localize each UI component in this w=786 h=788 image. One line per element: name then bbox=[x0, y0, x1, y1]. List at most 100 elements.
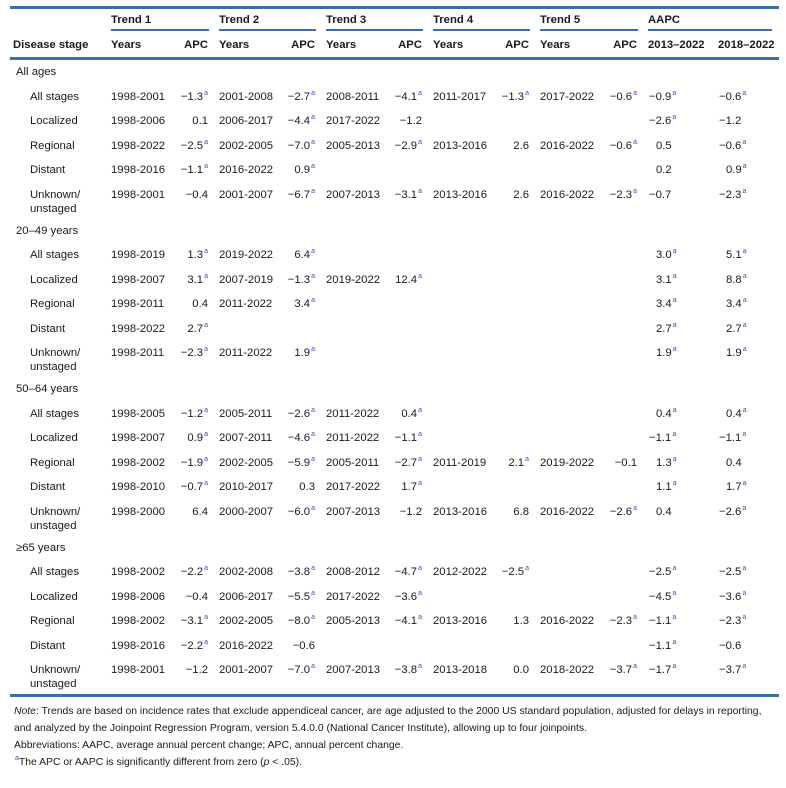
cell-value: 1.7a bbox=[401, 480, 422, 493]
apc-cell: 3.4a bbox=[283, 292, 323, 317]
table-row: Unknown/ unstaged 1998-2000 6.4 2000-2007 −6… bbox=[10, 500, 779, 536]
significance-marker: a bbox=[742, 589, 747, 597]
cell-value: 3.0a bbox=[656, 248, 677, 261]
cell-value: −3.6a bbox=[719, 589, 747, 603]
table-container: Trend 1 Trend 2 Trend 3 Trend 4 Trend 5 … bbox=[10, 6, 780, 771]
age-group-label: 50–64 years bbox=[16, 383, 79, 395]
apc-cell bbox=[497, 634, 537, 659]
cell-value: 2017-2022 bbox=[326, 590, 381, 603]
significance-marker: a bbox=[204, 321, 208, 329]
years-cell: 2007-2019 bbox=[216, 268, 283, 293]
apc-cell: 0.9a bbox=[176, 426, 216, 451]
cell-value: −2.2a bbox=[180, 638, 208, 652]
years-cell bbox=[537, 585, 604, 610]
significance-marker: a bbox=[311, 89, 315, 97]
apc-cell: −1.1a bbox=[390, 426, 430, 451]
apc-cell: −1.2 bbox=[390, 500, 430, 536]
apc-cell bbox=[604, 317, 645, 342]
disease-stage-cell: Distant bbox=[30, 639, 66, 652]
cell-value: −4.5a bbox=[649, 589, 677, 603]
years-cell: 2016-2022 bbox=[216, 634, 283, 659]
apc-cell: −2.5a bbox=[497, 560, 537, 585]
years-cell: 2017-2022 bbox=[323, 109, 390, 134]
cell-value: −1.1a bbox=[394, 431, 422, 444]
disease-stage-cell: Unknown/ unstaged bbox=[30, 505, 81, 532]
apc-cell: −6.7a bbox=[283, 183, 323, 219]
header-trend-3-years: Years bbox=[323, 33, 390, 60]
header-trend-3: Trend 3 bbox=[323, 8, 430, 34]
cell-value: 1.9a bbox=[656, 346, 677, 359]
aapc-cell: 0.4a bbox=[645, 402, 715, 427]
significance-marker: a bbox=[742, 248, 747, 255]
header-trend-1-years: Years bbox=[108, 33, 176, 60]
years-cell bbox=[537, 109, 604, 134]
years-cell bbox=[430, 292, 497, 317]
apc-cell: 6.4a bbox=[283, 243, 323, 268]
significance-marker: a bbox=[204, 272, 208, 280]
apc-cell: −0.6a bbox=[604, 85, 645, 110]
cell-value: −2.6a bbox=[719, 504, 747, 518]
significance-marker: a bbox=[311, 346, 315, 353]
years-cell: 2016-2022 bbox=[537, 609, 604, 634]
cell-value: 0.4 bbox=[726, 456, 742, 469]
cell-value: 2016-2022 bbox=[540, 139, 595, 152]
header-aapc-2013-2022: 2013–2022 bbox=[645, 33, 715, 60]
cell-value: −2.2a bbox=[180, 565, 208, 578]
apc-trends-table: Trend 1 Trend 2 Trend 3 Trend 4 Trend 5 … bbox=[10, 6, 780, 697]
years-cell: 1998-2011 bbox=[108, 341, 176, 377]
significance-marker: a bbox=[672, 480, 677, 487]
significance-marker: a bbox=[742, 346, 747, 353]
cell-value: −1.1a bbox=[649, 431, 677, 444]
apc-cell bbox=[604, 634, 645, 659]
cell-value: −7.0a bbox=[287, 663, 315, 676]
years-cell: 2007-2013 bbox=[323, 500, 390, 536]
cell-value: 6.4a bbox=[294, 248, 315, 261]
significance-marker: a bbox=[672, 663, 677, 670]
cell-value: −3.8a bbox=[287, 565, 315, 578]
significance-marker: a bbox=[311, 138, 315, 146]
years-cell: 2011-2019 bbox=[430, 451, 497, 476]
disease-stage-cell: All stages bbox=[30, 407, 79, 420]
cell-value: −2.5a bbox=[180, 138, 208, 152]
years-cell bbox=[430, 109, 497, 134]
cell-value: −1.1a bbox=[649, 638, 677, 652]
significance-marker: a bbox=[742, 272, 747, 280]
years-cell: 1998-2006 bbox=[108, 109, 176, 134]
years-cell: 2006-2017 bbox=[216, 109, 283, 134]
aapc-cell: −1.1a bbox=[645, 609, 715, 634]
apc-cell: −3.8a bbox=[390, 658, 430, 696]
years-cell: 2012-2022 bbox=[430, 560, 497, 585]
cell-value: 0.1 bbox=[192, 115, 208, 127]
years-cell: 2005-2011 bbox=[323, 451, 390, 476]
footnote-p: p bbox=[263, 757, 270, 768]
cell-value: −0.7a bbox=[180, 480, 208, 493]
apc-cell: −2.3a bbox=[604, 183, 645, 219]
table-row: All stages 1998-2005 −1.2a 2005-2011 −2.6a 20… bbox=[10, 402, 779, 427]
apc-cell: −2.7a bbox=[390, 451, 430, 476]
age-group-label: 20–49 years bbox=[16, 224, 79, 237]
significance-marker: a bbox=[672, 431, 677, 438]
cell-value: 2.1a bbox=[508, 455, 529, 469]
header-trend-5: Trend 5 bbox=[537, 8, 645, 34]
cell-value: 0.3 bbox=[299, 481, 315, 493]
apc-cell bbox=[283, 317, 323, 342]
apc-cell: −0.4 bbox=[176, 183, 216, 219]
years-cell: 2011-2022 bbox=[323, 402, 390, 427]
table-notes: Note: Trends are based on incidence rate… bbox=[10, 703, 779, 771]
cell-value: 2007-2013 bbox=[326, 505, 381, 518]
cell-value: −3.1a bbox=[394, 187, 422, 201]
header-trend-4-label: Trend 4 bbox=[433, 14, 530, 31]
cell-value: −4.6a bbox=[287, 431, 315, 444]
apc-cell bbox=[604, 341, 645, 377]
cell-value: 2.6 bbox=[513, 139, 529, 152]
apc-cell: −0.6a bbox=[604, 134, 645, 159]
cell-value: 2013-2018 bbox=[433, 664, 488, 676]
disease-stage-cell: Unknown/ unstaged bbox=[30, 347, 81, 373]
years-cell: 2017-2022 bbox=[323, 585, 390, 610]
header-group-row: Trend 1 Trend 2 Trend 3 Trend 4 Trend 5 … bbox=[10, 8, 779, 34]
header-trend-5-label: Trend 5 bbox=[540, 14, 638, 31]
significance-marker: a bbox=[204, 346, 208, 353]
apc-cell: −3.7a bbox=[604, 658, 645, 696]
apc-cell: −2.7a bbox=[283, 85, 323, 110]
apc-cell: −2.6a bbox=[604, 500, 645, 536]
